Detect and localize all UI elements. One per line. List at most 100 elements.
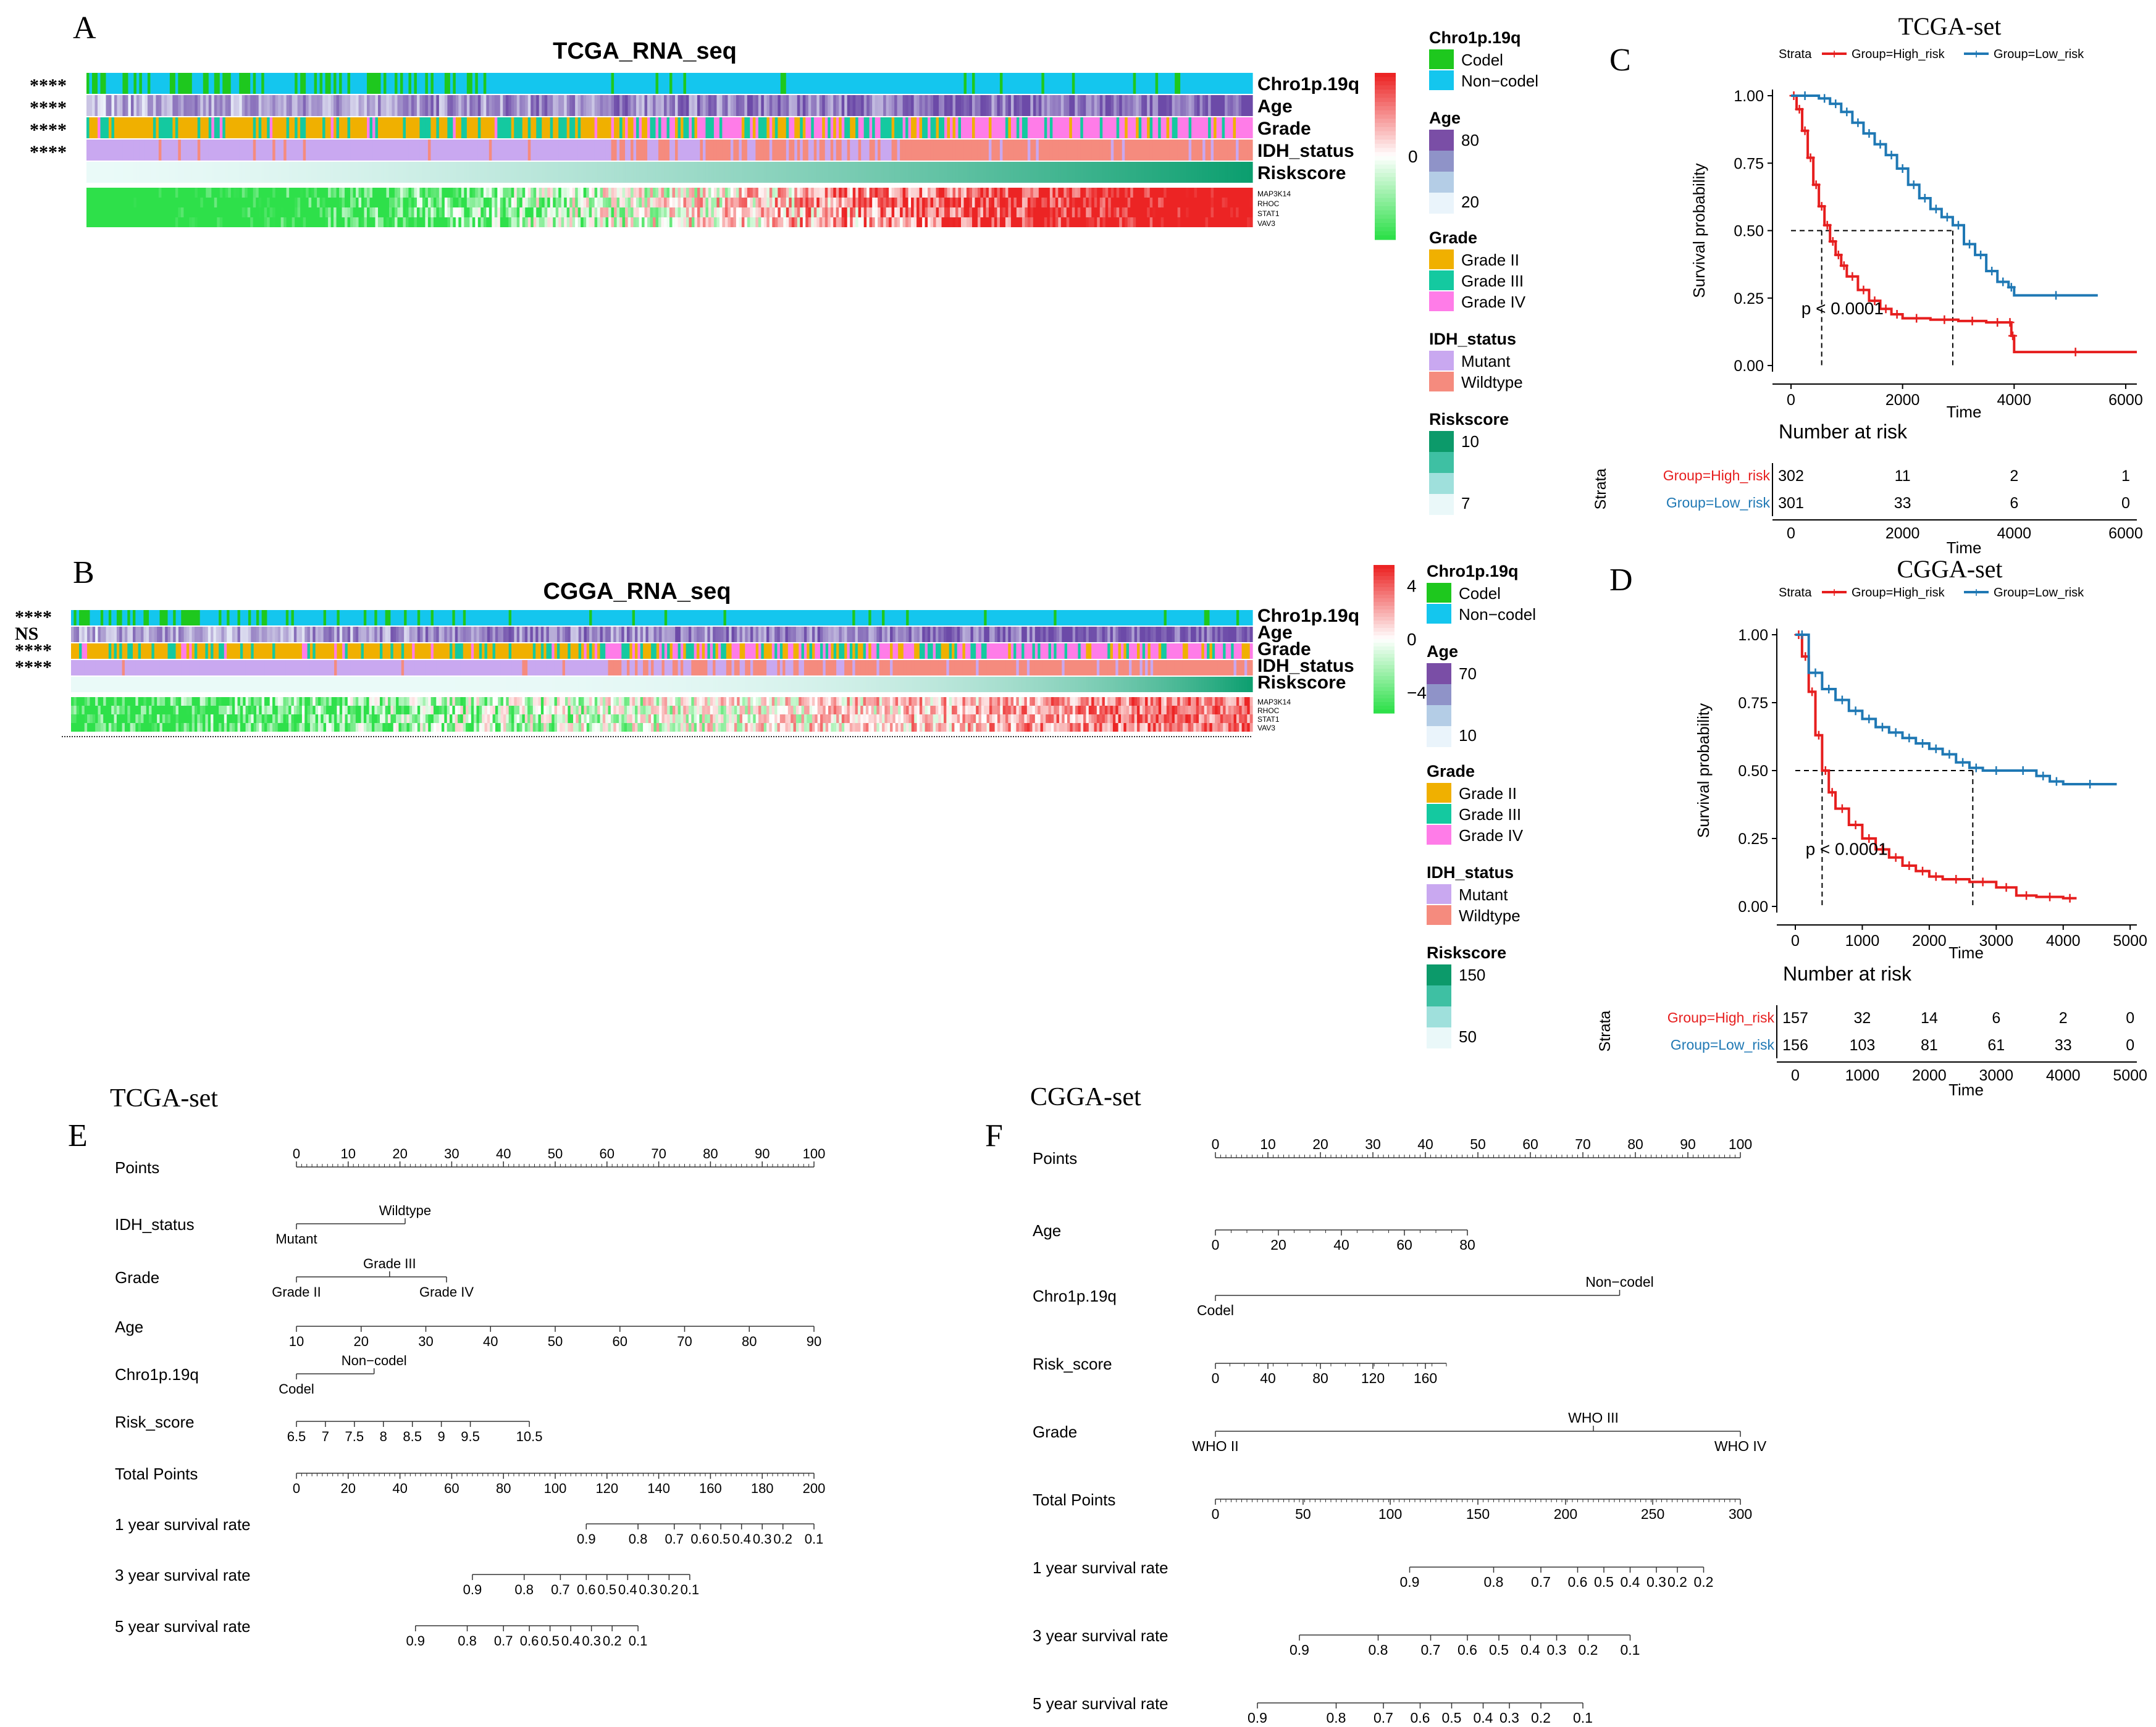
track-cell bbox=[919, 627, 923, 642]
track-cell bbox=[852, 610, 856, 625]
track-cell bbox=[650, 73, 653, 94]
track-cell bbox=[258, 117, 262, 138]
expression-cell bbox=[222, 207, 226, 217]
track-cell bbox=[369, 643, 372, 659]
track-cell bbox=[132, 643, 136, 659]
expression-cell bbox=[1136, 198, 1139, 207]
track-cell bbox=[975, 73, 978, 94]
track-cell bbox=[167, 610, 171, 625]
track-cell bbox=[199, 643, 203, 659]
expression-cell bbox=[1138, 217, 1142, 227]
track-cell bbox=[779, 627, 783, 642]
track-cell bbox=[700, 95, 703, 116]
track-cell bbox=[208, 95, 212, 116]
expression-cell bbox=[269, 188, 273, 198]
expression-cell bbox=[378, 188, 382, 198]
track-cell bbox=[514, 627, 518, 642]
track-cell bbox=[719, 117, 723, 138]
track-cell bbox=[461, 162, 464, 183]
track-cell bbox=[1094, 162, 1097, 183]
track-cell bbox=[1239, 627, 1243, 642]
track-cell bbox=[635, 627, 638, 642]
track-cell bbox=[1215, 627, 1219, 642]
track-cell bbox=[117, 95, 120, 116]
track-cell bbox=[125, 162, 129, 183]
track-cell bbox=[852, 117, 856, 138]
expression-cell bbox=[917, 207, 920, 217]
expression-cell bbox=[1088, 217, 1092, 227]
track-cell bbox=[89, 140, 93, 161]
expression-cell bbox=[1041, 217, 1045, 227]
expression-cell bbox=[1110, 207, 1114, 217]
track-cell bbox=[741, 117, 745, 138]
track-cell bbox=[1116, 117, 1120, 138]
expression-cell bbox=[883, 188, 887, 198]
track-cell bbox=[1210, 162, 1214, 183]
track-cell bbox=[216, 610, 219, 625]
expression-cell bbox=[455, 217, 459, 227]
track-cell bbox=[1055, 95, 1059, 116]
track-cell bbox=[372, 73, 376, 94]
track-cell bbox=[807, 627, 810, 642]
expression-cell bbox=[861, 217, 865, 227]
expression-cell bbox=[1177, 217, 1181, 227]
track-cell bbox=[928, 162, 931, 183]
track-cell bbox=[722, 73, 726, 94]
track-cell bbox=[917, 627, 920, 642]
color-scale-step bbox=[1375, 81, 1396, 86]
track-cell bbox=[700, 162, 703, 183]
track-cell bbox=[1008, 95, 1012, 116]
track-cell bbox=[288, 643, 292, 659]
track-cell bbox=[919, 140, 923, 161]
track-cell bbox=[463, 627, 466, 642]
track-cell bbox=[161, 117, 165, 138]
expression-cell bbox=[813, 188, 817, 198]
track-cell bbox=[239, 140, 243, 161]
track-cell bbox=[802, 162, 806, 183]
expression-cell bbox=[778, 207, 781, 217]
track-cell bbox=[633, 140, 637, 161]
track-cell bbox=[189, 117, 193, 138]
expression-cell bbox=[153, 207, 156, 217]
track-cell bbox=[555, 73, 559, 94]
track-cell bbox=[933, 95, 937, 116]
expression-cell bbox=[206, 217, 209, 227]
track-cell bbox=[494, 140, 498, 161]
track-cell bbox=[594, 117, 598, 138]
track-cell bbox=[1044, 140, 1047, 161]
expression-cell bbox=[527, 217, 531, 227]
track-cell bbox=[908, 73, 912, 94]
track-cell bbox=[317, 95, 321, 116]
expression-cell bbox=[400, 207, 404, 217]
track-cell bbox=[1249, 95, 1253, 116]
track-cell bbox=[277, 643, 281, 659]
track-cell bbox=[778, 117, 781, 138]
track-cell bbox=[791, 117, 795, 138]
track-cell bbox=[797, 140, 800, 161]
track-cell bbox=[438, 73, 442, 94]
track-cell bbox=[157, 627, 161, 642]
track-cell bbox=[1086, 95, 1089, 116]
expression-cell bbox=[350, 207, 354, 217]
track-cell bbox=[95, 610, 99, 625]
track-cell bbox=[702, 73, 707, 94]
track-cell bbox=[411, 140, 415, 161]
track-cell bbox=[700, 140, 703, 161]
expression-cell bbox=[450, 217, 453, 227]
expression-cell bbox=[611, 188, 615, 198]
track-cell bbox=[455, 95, 459, 116]
track-cell bbox=[392, 95, 395, 116]
expression-cell bbox=[928, 188, 931, 198]
track-cell bbox=[897, 162, 900, 183]
track-cell bbox=[1058, 73, 1062, 94]
expression-cell bbox=[1208, 198, 1212, 207]
track-cell bbox=[516, 610, 520, 625]
track-cell bbox=[506, 643, 510, 659]
expression-cell bbox=[336, 217, 340, 227]
track-cell bbox=[317, 73, 321, 94]
expression-cell bbox=[147, 188, 151, 198]
track-cell bbox=[1133, 117, 1136, 138]
track-cell bbox=[592, 140, 595, 161]
expression-cell bbox=[1130, 188, 1134, 198]
track-cell bbox=[447, 162, 451, 183]
